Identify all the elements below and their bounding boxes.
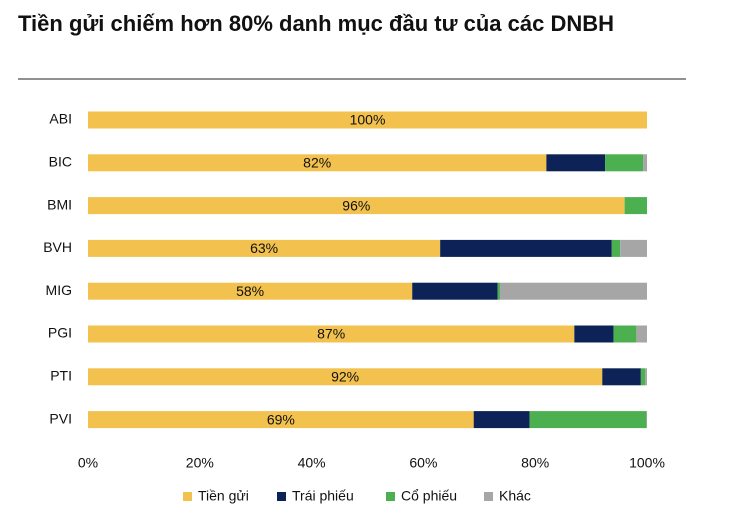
bar-segment — [611, 239, 621, 257]
x-tick-label: 100% — [629, 455, 665, 471]
bar-segment — [88, 368, 603, 386]
bar-segment — [613, 325, 637, 343]
bar-segment — [645, 368, 647, 386]
bar-segment — [624, 197, 647, 215]
bar-segment — [88, 411, 474, 429]
y-tick-label: MIG — [46, 282, 72, 298]
value-label: 96% — [342, 197, 370, 213]
x-tick-label: 0% — [78, 455, 98, 471]
bar-segment — [605, 154, 644, 172]
value-label: 58% — [236, 283, 264, 299]
x-tick-label: 40% — [298, 455, 326, 471]
value-label: 63% — [250, 240, 278, 256]
legend-label: Trái phiếu — [292, 488, 354, 504]
bar-segment — [636, 325, 647, 343]
bar-segment — [643, 154, 647, 172]
x-tick-label: 60% — [409, 455, 437, 471]
value-label: 82% — [303, 155, 331, 171]
bar-segment — [546, 154, 606, 172]
bar-segment — [88, 282, 413, 300]
bar-segment — [473, 411, 530, 429]
y-tick-label: PGI — [48, 325, 72, 341]
bar-segment — [574, 325, 614, 343]
legend-label: Khác — [499, 488, 531, 504]
value-label: 87% — [317, 326, 345, 342]
bar-segment — [440, 239, 612, 257]
bar-segment — [602, 368, 641, 386]
value-label: 92% — [331, 369, 359, 385]
legend-label: Cổ phiếu — [401, 488, 457, 504]
bar-segment — [620, 239, 647, 257]
bar-segment — [88, 325, 575, 343]
bar-segment — [646, 411, 647, 429]
bar-segment — [640, 368, 646, 386]
y-tick-label: BMI — [47, 196, 72, 212]
chart-title: Tiền gửi chiếm hơn 80% danh mục đầu tư c… — [18, 11, 614, 36]
bar-segment — [529, 411, 647, 429]
y-tick-label: BVH — [43, 239, 72, 255]
legend-swatch — [386, 492, 395, 501]
bar-segment — [88, 154, 547, 172]
bar-segment — [88, 111, 647, 129]
y-tick-label: BIC — [49, 154, 72, 170]
bar-segment — [497, 282, 500, 300]
legend-label: Tiền gửi — [198, 488, 249, 504]
y-tick-label: ABI — [49, 111, 72, 127]
bar-segment — [412, 282, 498, 300]
bar-segment — [499, 282, 647, 300]
y-tick-label: PTI — [50, 368, 72, 384]
y-tick-label: PVI — [49, 410, 72, 426]
x-tick-label: 80% — [521, 455, 549, 471]
x-tick-label: 20% — [186, 455, 214, 471]
bar-segment — [88, 197, 625, 215]
bar-segment — [88, 239, 441, 257]
legend-swatch — [484, 492, 493, 501]
legend-swatch — [277, 492, 286, 501]
value-label: 100% — [350, 112, 386, 128]
value-label: 69% — [267, 411, 295, 427]
legend-swatch — [183, 492, 192, 501]
